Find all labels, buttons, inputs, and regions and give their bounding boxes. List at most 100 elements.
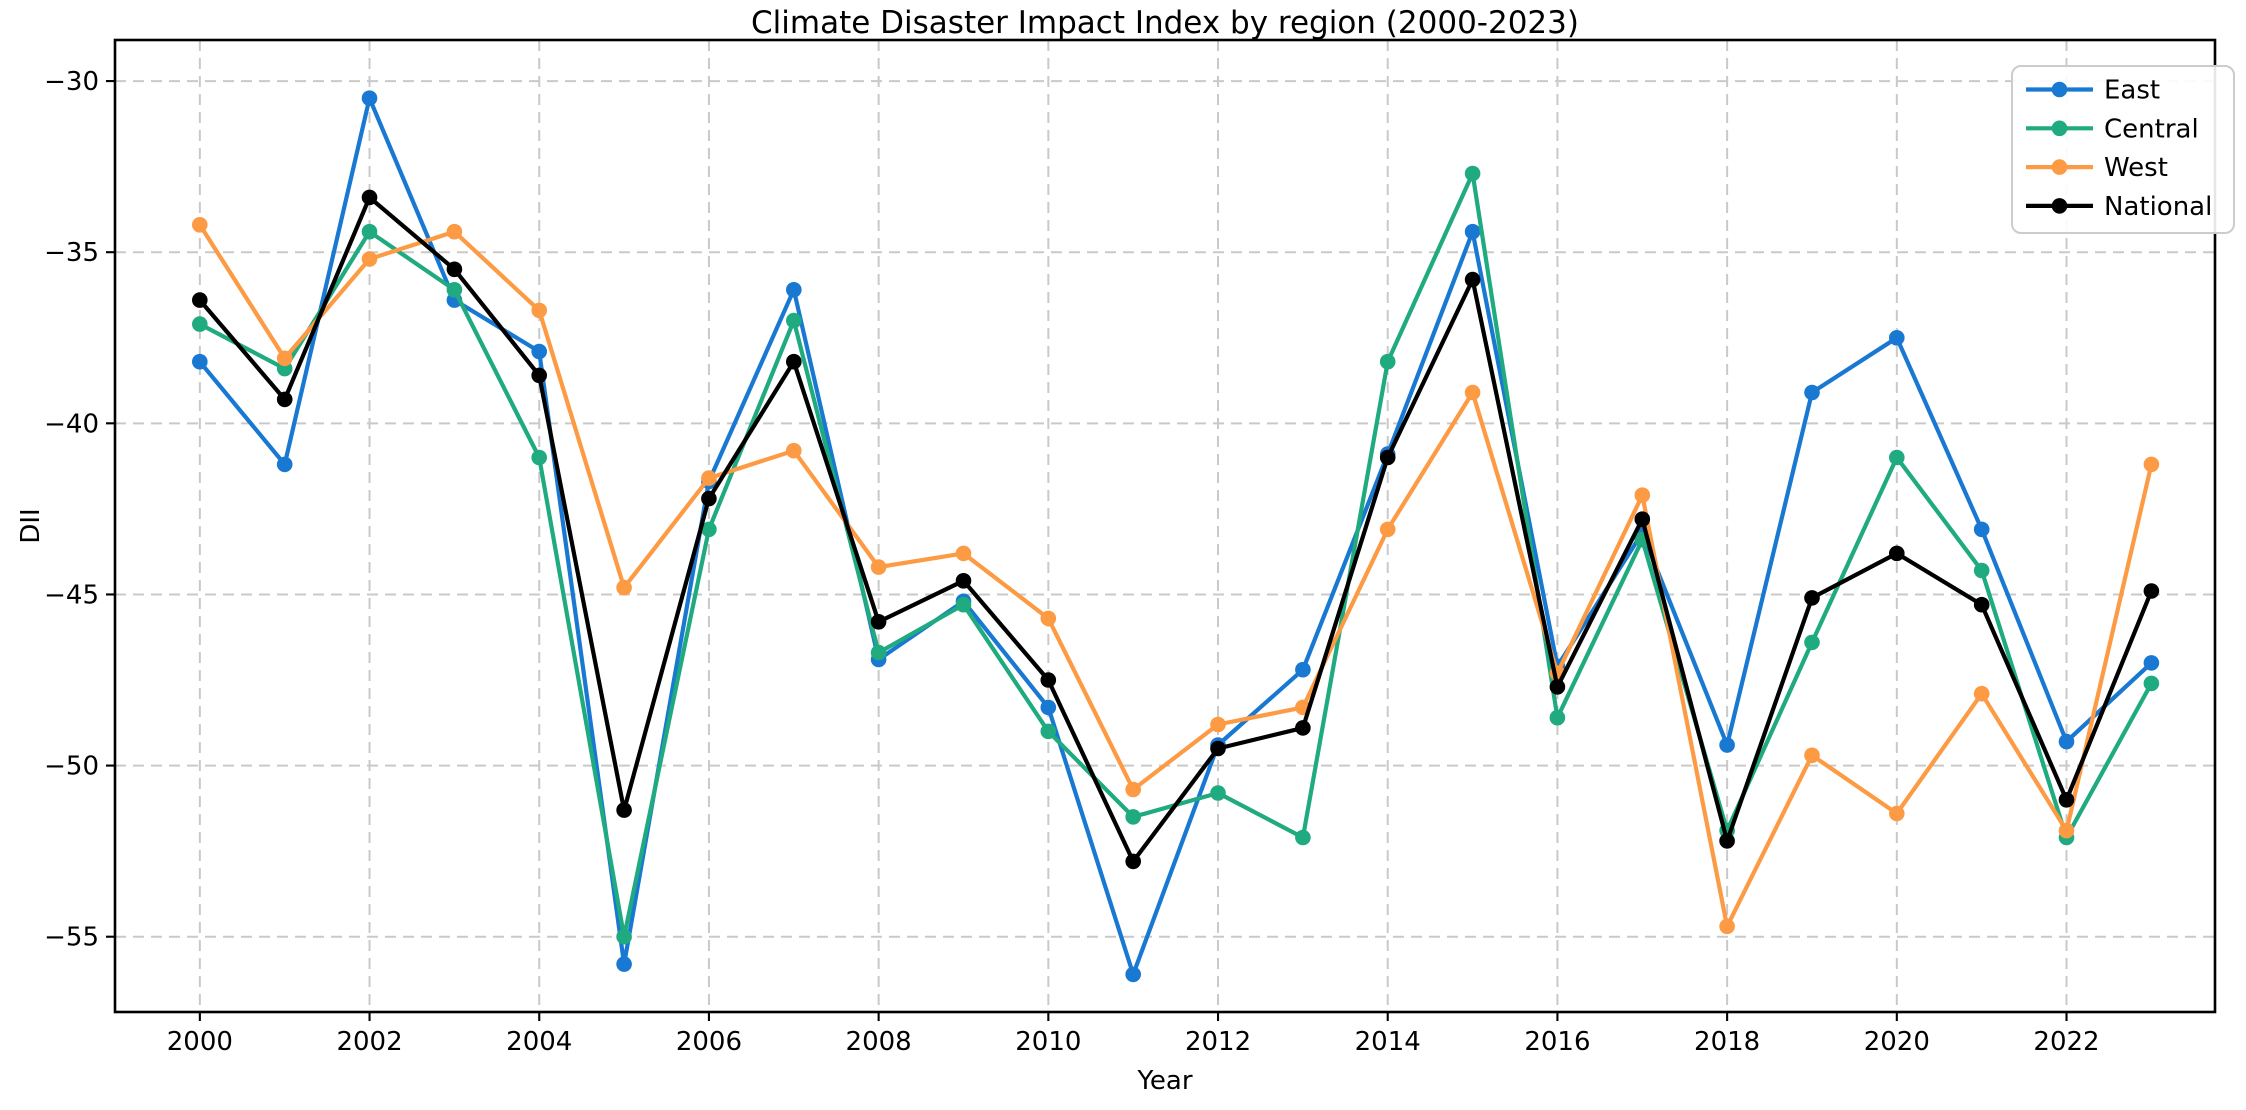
series-East <box>192 90 2160 983</box>
chart-title: Climate Disaster Impact Index by region … <box>751 5 1579 41</box>
xtick-label-2012: 2012 <box>1185 1027 1251 1057</box>
axes-spines <box>113 38 2217 1014</box>
marker-Central-2019 <box>1804 634 1820 651</box>
marker-National-2021 <box>1973 596 1990 613</box>
marker-East-2018 <box>1719 737 1735 753</box>
marker-West-2004 <box>531 302 547 319</box>
marker-Central-2011 <box>1125 809 1141 825</box>
marker-Central-2013 <box>1295 829 1311 846</box>
marker-National-2008 <box>870 614 887 630</box>
marker-West-2021 <box>1973 685 1990 702</box>
marker-Central-2023 <box>2143 675 2160 692</box>
marker-National-2018 <box>1719 833 1735 849</box>
xtick-label-2020: 2020 <box>1864 1027 1930 1057</box>
legend-label-East: East <box>2104 76 2160 106</box>
marker-East-2002 <box>361 90 378 106</box>
marker-West-2017 <box>1634 487 1651 504</box>
series-West <box>192 217 2160 935</box>
marker-West-2019 <box>1804 747 1820 764</box>
marker-East-2023 <box>2143 655 2160 671</box>
marker-Central-2021 <box>1973 562 1990 579</box>
marker-National-2002 <box>361 189 378 206</box>
ytick-label-−50: −50 <box>44 752 99 782</box>
xtick-label-2004: 2004 <box>506 1027 572 1057</box>
xtick-label-2016: 2016 <box>1524 1027 1590 1057</box>
marker-East-2011 <box>1125 966 1141 983</box>
ytick-label-−45: −45 <box>44 580 99 610</box>
marker-National-2016 <box>1549 679 1566 695</box>
series-Central <box>192 165 2160 945</box>
xtick-label-2022: 2022 <box>2033 1027 2099 1057</box>
marker-East-2020 <box>1889 330 1905 346</box>
marker-West-2010 <box>1040 610 1057 627</box>
xtick-label-2002: 2002 <box>336 1027 402 1057</box>
legend: East Central West National <box>2011 65 2235 234</box>
legend-marker-National <box>2051 198 2068 214</box>
legend-marker-West <box>2051 159 2068 175</box>
marker-East-2000 <box>192 353 208 370</box>
marker-West-2006 <box>701 470 717 486</box>
marker-National-2020 <box>1889 545 1905 562</box>
marker-Central-2009 <box>955 596 972 613</box>
marker-National-2003 <box>446 261 463 278</box>
xtick-label-2010: 2010 <box>1015 1027 1081 1057</box>
marker-East-2010 <box>1040 699 1057 716</box>
xtick-label-2000: 2000 <box>167 1027 233 1057</box>
marker-National-2011 <box>1125 853 1141 870</box>
marker-West-2001 <box>276 350 293 367</box>
marker-Central-2016 <box>1549 709 1566 726</box>
marker-East-2004 <box>531 343 547 360</box>
line-Central <box>197 171 2154 939</box>
marker-National-2010 <box>1040 672 1057 688</box>
marker-West-2007 <box>786 442 802 459</box>
marker-Central-2004 <box>531 449 547 466</box>
legend-label-West: West <box>2104 153 2168 183</box>
marker-Central-2014 <box>1379 353 1396 370</box>
marker-National-2022 <box>2058 792 2075 808</box>
line-National <box>197 195 2154 864</box>
marker-West-2020 <box>1889 805 1905 822</box>
legend-box <box>2011 65 2235 234</box>
xtick-label-2014: 2014 <box>1355 1027 1421 1057</box>
marker-West-2005 <box>616 579 632 596</box>
marker-West-2008 <box>870 559 887 575</box>
x-axis-label: Year <box>1137 1066 1193 1096</box>
marker-West-2022 <box>2058 822 2075 839</box>
ytick-label-−40: −40 <box>44 409 99 439</box>
marker-National-2014 <box>1379 449 1396 466</box>
marker-West-2015 <box>1464 384 1481 401</box>
marker-East-2007 <box>786 282 802 298</box>
marker-Central-2020 <box>1889 449 1905 466</box>
marker-National-2023 <box>2143 583 2160 599</box>
ytick-label-−55: −55 <box>44 923 99 953</box>
xtick-label-2008: 2008 <box>846 1027 912 1057</box>
marker-Central-2007 <box>786 312 802 329</box>
marker-Central-2000 <box>192 316 208 332</box>
marker-Central-2008 <box>870 644 887 661</box>
marker-Central-2005 <box>616 928 632 945</box>
marker-Central-2015 <box>1464 165 1481 182</box>
marker-Central-2003 <box>446 282 463 298</box>
marker-National-2007 <box>786 353 802 370</box>
marker-West-2014 <box>1379 521 1396 538</box>
marker-West-2002 <box>361 251 378 267</box>
legend-marker-Central <box>2051 120 2068 137</box>
marker-Central-2006 <box>701 521 717 538</box>
marker-National-2019 <box>1804 590 1820 606</box>
ytick-label-−35: −35 <box>44 238 99 268</box>
marker-West-2018 <box>1719 918 1735 935</box>
marker-National-2013 <box>1295 720 1311 736</box>
marker-East-2013 <box>1295 661 1311 678</box>
marker-West-2011 <box>1125 781 1141 798</box>
ytick-label-−30: −30 <box>44 67 99 97</box>
marker-National-2005 <box>616 802 632 818</box>
marker-West-2003 <box>446 223 463 240</box>
marker-Central-2002 <box>361 223 378 240</box>
marker-Central-2010 <box>1040 723 1057 740</box>
marker-National-2001 <box>276 391 293 408</box>
series-National <box>192 189 2160 870</box>
grid <box>115 40 2215 1012</box>
xtick-label-2018: 2018 <box>1694 1027 1760 1057</box>
marker-East-2005 <box>616 956 632 972</box>
